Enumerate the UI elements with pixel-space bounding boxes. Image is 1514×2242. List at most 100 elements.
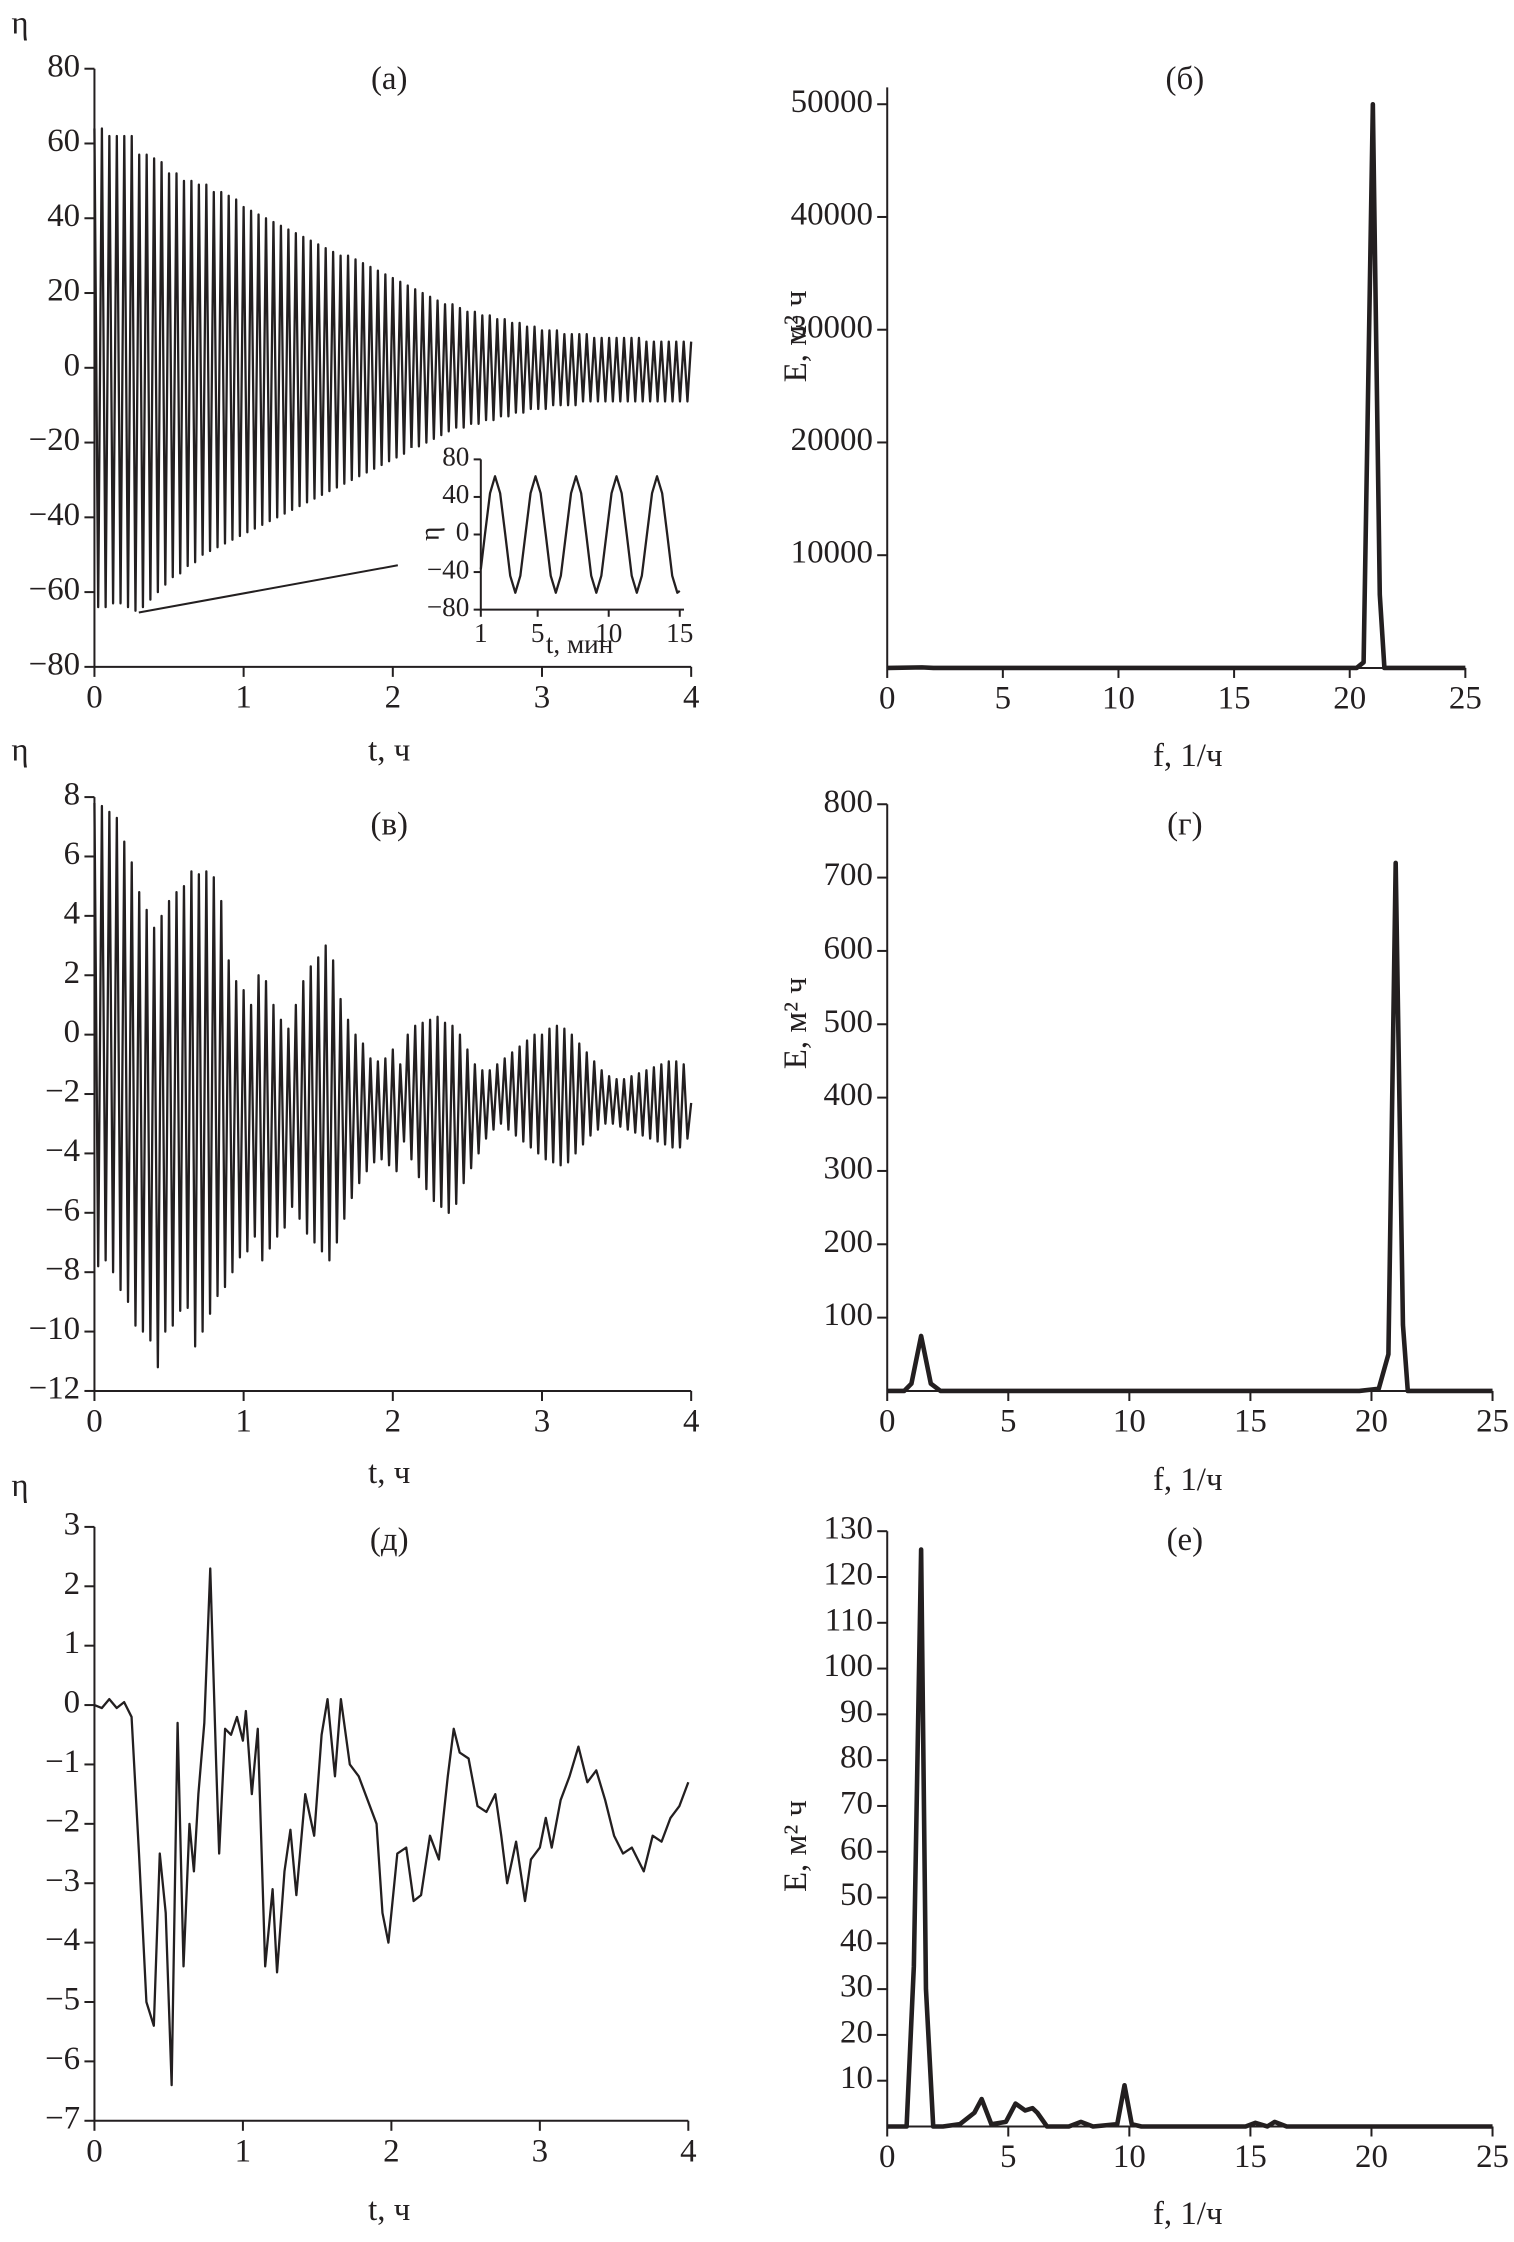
y-tick-label: −8 (45, 1252, 80, 1288)
data-line (93, 127, 693, 612)
y-tick-label: −7 (45, 2100, 80, 2136)
y-tick-label: 70 (840, 1785, 873, 1821)
y-tick-label: 110 (825, 1602, 873, 1638)
y-tick-label: −4 (45, 1922, 80, 1958)
x-tick-label: 2 (385, 679, 401, 715)
x-tick-label: 4 (683, 1404, 699, 1440)
y-tick-label: −40 (29, 497, 80, 533)
y-tick-label: −80 (29, 646, 80, 682)
y-tick-label: 0 (456, 517, 470, 547)
x-tick-label: 0 (879, 681, 895, 717)
y-tick-label: −5 (45, 1982, 80, 2018)
chart-title: (а) (371, 61, 408, 97)
x-tick-label: 0 (879, 2139, 895, 2175)
y-tick-label: 700 (824, 857, 873, 893)
chart-title: (д) (370, 1522, 409, 1558)
x-tick-label: 3 (534, 679, 550, 715)
x-tick-label: 1 (235, 2133, 251, 2169)
inset-pointer (138, 564, 398, 614)
data-line (887, 101, 1466, 671)
y-tick-label: 0 (64, 347, 80, 383)
y-tick-label: 600 (824, 930, 873, 966)
x-tick-label: 10 (1113, 1404, 1146, 1440)
y-tick-label: 100 (824, 1648, 873, 1684)
y-axis-label: η (11, 5, 28, 41)
y-axis-label: E, м² ч (778, 977, 814, 1069)
y-axis-label: E, м² ч (778, 290, 814, 382)
y-tick-label: 60 (47, 123, 80, 159)
x-tick-label: 20 (1355, 2139, 1388, 2175)
y-tick-label: 0 (64, 1685, 80, 1721)
x-tick-label: 10 (595, 618, 622, 648)
x-tick-label: 25 (1476, 1404, 1509, 1440)
x-tick-label: 15 (1234, 1404, 1267, 1440)
x-tick-label: 3 (532, 2133, 548, 2169)
x-tick-label: 5 (1000, 1404, 1016, 1440)
chart-title: (б) (1166, 61, 1205, 97)
y-tick-label: 40000 (791, 197, 873, 233)
y-axis-label: η (414, 527, 444, 541)
y-tick-label: 8 (64, 777, 80, 813)
x-tick-label: 2 (385, 1404, 401, 1440)
x-tick-label: 20 (1333, 681, 1366, 717)
y-tick-label: 40 (47, 198, 80, 234)
x-tick-label: 10 (1102, 681, 1135, 717)
y-tick-label: 30000 (791, 309, 873, 345)
chart-panel: 100 200 300 400 500 600 700 800 0 5 10 15 20 25 (г) f, … (778, 784, 1509, 1498)
y-tick-label: 4 (64, 895, 80, 931)
y-tick-label: 200 (824, 1224, 873, 1260)
y-tick-label: 0 (64, 1014, 80, 1050)
y-tick-label: 80 (442, 442, 469, 472)
y-tick-label: 100 (824, 1297, 873, 1333)
data-line (94, 1567, 690, 2087)
chart-panel: −12 −10 −8 −6 −4 −2 0 2 4 6 8 0 1 2 3 4 (в) t, ч η (11, 732, 699, 1491)
y-tick-label: 400 (824, 1077, 873, 1113)
y-tick-label: 10 (840, 2060, 873, 2096)
y-tick-label: −4 (45, 1133, 80, 1169)
chart-panel: −7 −6 −5 −4 −3 −2 −1 0 1 2 3 0 1 2 3 4 (д) t, ч η (11, 1468, 696, 2228)
y-tick-label: 2 (64, 1566, 80, 1602)
y-axis-label: η (11, 732, 28, 768)
data-line (887, 1547, 1493, 2129)
chart-panel: 10 20 30 40 50 60 70 80 90 100 110 120 130 0 5 10 15 20 25… (778, 1511, 1509, 2232)
chart-title: (г) (1167, 807, 1202, 843)
y-tick-label: 30 (840, 1969, 873, 2005)
data-line (887, 860, 1493, 1394)
y-tick-label: 50 (840, 1877, 873, 1913)
x-tick-label: 1 (235, 1404, 251, 1440)
y-tick-label: −10 (29, 1311, 80, 1347)
y-tick-label: 1 (64, 1625, 80, 1661)
y-tick-label: −6 (45, 2041, 80, 2077)
y-tick-label: −3 (45, 1863, 80, 1899)
chart-panel: −80 −60 −40 −20 0 20 40 60 80 0 1 2 3 4 (а) t, ч η (11, 5, 699, 768)
y-tick-label: 20 (47, 273, 80, 309)
x-tick-label: 2 (383, 2133, 399, 2169)
y-tick-label: −2 (45, 1803, 80, 1839)
y-axis-label: E, м² ч (778, 1800, 814, 1892)
x-axis-label: f, 1/ч (1153, 2196, 1223, 2232)
x-tick-label: 25 (1449, 681, 1482, 717)
x-axis-label: t, ч (368, 2192, 410, 2228)
x-tick-label: 5 (995, 681, 1011, 717)
y-tick-label: 3 (64, 1506, 80, 1542)
y-tick-label: −20 (29, 422, 80, 458)
y-tick-label: −1 (45, 1744, 80, 1780)
x-axis-label: t, ч (368, 732, 410, 768)
y-tick-label: 6 (64, 836, 80, 872)
chart-title: (в) (370, 807, 407, 843)
data-line (479, 475, 681, 594)
y-tick-label: 20000 (791, 422, 873, 458)
x-tick-label: 4 (683, 679, 699, 715)
x-tick-label: 4 (680, 2133, 696, 2169)
y-tick-label: −80 (427, 592, 470, 622)
y-tick-label: 20 (840, 2014, 873, 2050)
y-tick-label: 80 (47, 48, 80, 84)
y-tick-label: 500 (824, 1004, 873, 1040)
x-axis-label: t, ч (368, 1455, 410, 1491)
x-tick-label: 15 (1218, 681, 1251, 717)
x-axis-label: f, 1/ч (1153, 738, 1223, 774)
y-tick-label: 90 (840, 1694, 873, 1730)
y-tick-label: −40 (427, 554, 470, 584)
y-tick-label: −60 (29, 572, 80, 608)
